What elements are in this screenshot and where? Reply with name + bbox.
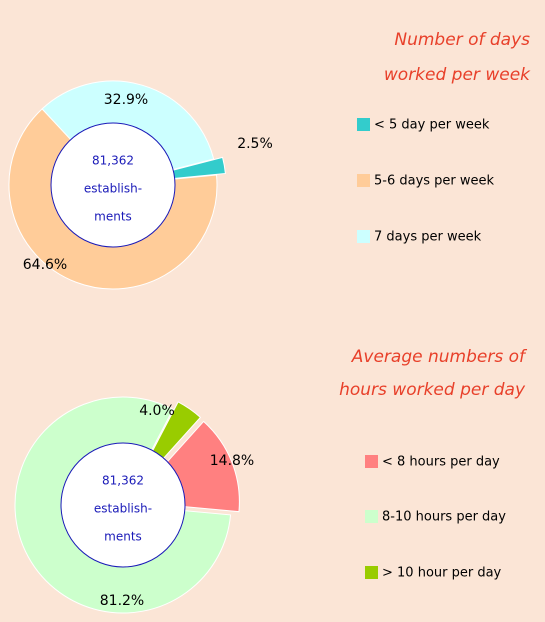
legend-label: 7 days per week [374, 230, 482, 245]
legend-label: < 8 hours per day [382, 455, 500, 470]
legend-label: 8-10 hours per day [382, 510, 506, 525]
value-label: 4.0% [139, 403, 175, 419]
center-text: ments [104, 530, 142, 544]
legend-label: > 10 hour per day [382, 566, 502, 581]
legend-swatch [365, 510, 378, 523]
chart-title: Number of days [394, 30, 530, 50]
value-label: 32.9% [104, 92, 148, 108]
center-text: 81,362 [92, 154, 134, 168]
legend-swatch [365, 566, 378, 579]
center-circle [60, 442, 186, 568]
legend-swatch [357, 174, 370, 187]
legend-swatch [365, 455, 378, 468]
center-text: ments [94, 210, 132, 224]
center-text: establish- [94, 502, 152, 516]
legend-swatch [357, 230, 370, 243]
legend-swatch [357, 118, 370, 131]
chart-title: Average numbers of [351, 347, 528, 367]
value-label: 2.5% [237, 136, 273, 152]
center-circle [50, 122, 176, 248]
value-label: 64.6% [23, 257, 67, 273]
legend-label: 5-6 days per week [374, 174, 495, 189]
value-label: 81.2% [100, 593, 144, 609]
chart-title: worked per week [384, 65, 531, 85]
center-text: establish- [84, 182, 142, 196]
chart-title: hours worked per day [339, 380, 526, 400]
value-label: 14.8% [210, 453, 254, 469]
center-text: 81,362 [102, 474, 144, 488]
legend-label: < 5 day per week [374, 118, 490, 133]
